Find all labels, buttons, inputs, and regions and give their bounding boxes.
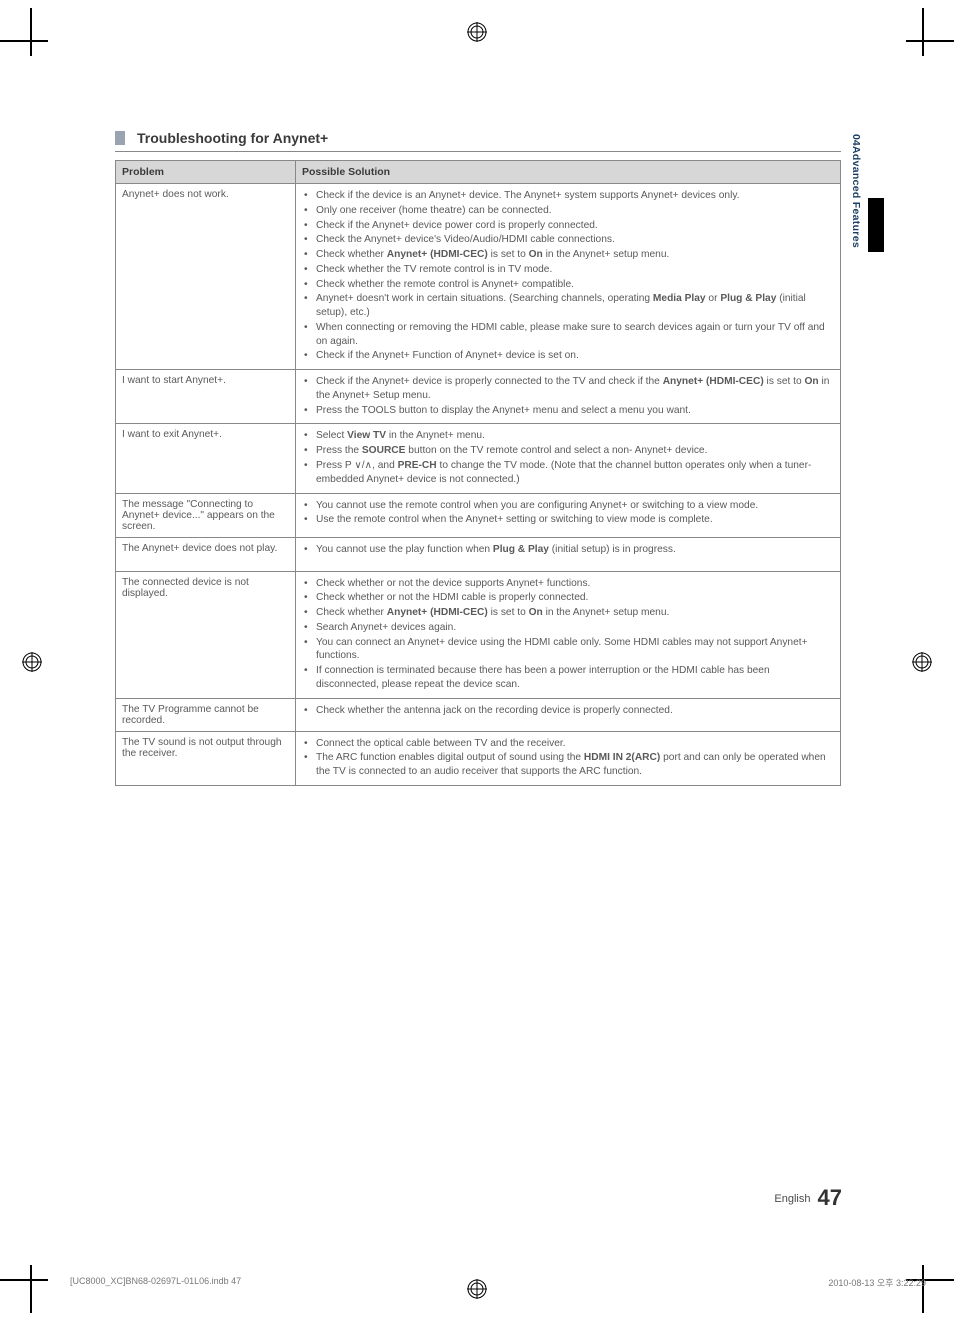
problem-cell: The connected device is not displayed. xyxy=(116,571,296,698)
section-heading: Troubleshooting for Anynet+ xyxy=(115,130,841,152)
table-header-problem: Problem xyxy=(116,161,296,184)
solution-item: If connection is terminated because ther… xyxy=(302,664,834,692)
solution-item: You cannot use the play function when Pl… xyxy=(302,543,834,557)
solution-cell: Check if the device is an Anynet+ device… xyxy=(296,184,841,370)
solution-item: Check the Anynet+ device's Video/Audio/H… xyxy=(302,233,834,247)
crop-mark xyxy=(30,8,32,56)
table-header-solution: Possible Solution xyxy=(296,161,841,184)
crop-mark xyxy=(0,40,48,42)
page-content: Troubleshooting for Anynet+ Problem Poss… xyxy=(115,130,841,786)
chapter-label: Advanced Features xyxy=(848,146,864,248)
solution-item: Search Anynet+ devices again. xyxy=(302,621,834,635)
solution-item: Check if the Anynet+ Function of Anynet+… xyxy=(302,349,834,363)
table-row: I want to start Anynet+.Check if the Any… xyxy=(116,370,841,424)
section-title-text: Troubleshooting for Anynet+ xyxy=(137,130,328,146)
solution-item: Press the SOURCE button on the TV remote… xyxy=(302,444,834,458)
crop-mark xyxy=(906,40,954,42)
table-row: The Anynet+ device does not play. You can… xyxy=(116,537,841,571)
crop-mark xyxy=(30,1265,32,1313)
table-row: Anynet+ does not work. Check if the devic… xyxy=(116,184,841,370)
crop-mark xyxy=(922,8,924,56)
solution-cell: You cannot use the play function when Pl… xyxy=(296,537,841,571)
solution-item: Anynet+ doesn't work in certain situatio… xyxy=(302,292,834,320)
table-row: The TV sound is not output through the r… xyxy=(116,731,841,785)
chapter-side-tab: 04 Advanced Features xyxy=(848,132,884,252)
solution-item: Check if the device is an Anynet+ device… xyxy=(302,189,834,203)
problem-cell: The TV sound is not output through the r… xyxy=(116,731,296,785)
table-row: The TV Programme cannot be recorded. Chec… xyxy=(116,698,841,731)
solution-item: Check whether the remote control is Anyn… xyxy=(302,278,834,292)
solution-item: Connect the optical cable between TV and… xyxy=(302,737,834,751)
solution-item: You can connect an Anynet+ device using … xyxy=(302,636,834,664)
problem-cell: The message "Connecting to Anynet+ devic… xyxy=(116,493,296,537)
solution-item: Use the remote control when the Anynet+ … xyxy=(302,513,834,527)
solution-cell: Check whether the antenna jack on the re… xyxy=(296,698,841,731)
solution-item: Press P ∨/∧, and PRE-CH to change the TV… xyxy=(302,459,834,487)
solution-item: You cannot use the remote control when y… xyxy=(302,499,834,513)
problem-cell: The TV Programme cannot be recorded. xyxy=(116,698,296,731)
page-number-value: 47 xyxy=(818,1185,842,1210)
registration-mark-icon xyxy=(22,652,42,672)
problem-cell: I want to exit Anynet+. xyxy=(116,424,296,493)
solution-item: Check whether the antenna jack on the re… xyxy=(302,704,834,718)
solution-cell: You cannot use the remote control when y… xyxy=(296,493,841,537)
table-row: The message "Connecting to Anynet+ devic… xyxy=(116,493,841,537)
solution-item: Check whether Anynet+ (HDMI-CEC) is set … xyxy=(302,606,834,620)
problem-cell: Anynet+ does not work. xyxy=(116,184,296,370)
table-row: The connected device is not displayed. Ch… xyxy=(116,571,841,698)
solution-item: Check whether or not the HDMI cable is p… xyxy=(302,591,834,605)
solution-item: Press the TOOLS button to display the An… xyxy=(302,404,834,418)
footer-timestamp: 2010-08-13 오후 3:22:29 xyxy=(828,1276,926,1289)
solution-cell: Check if the Anynet+ device is properly … xyxy=(296,370,841,424)
registration-mark-icon xyxy=(912,652,932,672)
solution-cell: Check whether or not the device supports… xyxy=(296,571,841,698)
chapter-number: 04 xyxy=(848,134,864,146)
registration-mark-icon xyxy=(467,22,487,42)
crop-mark xyxy=(922,1265,924,1313)
solution-item: Check whether Anynet+ (HDMI-CEC) is set … xyxy=(302,248,834,262)
solution-item: Check if the Anynet+ device is properly … xyxy=(302,375,834,403)
troubleshooting-table: Problem Possible Solution Anynet+ does n… xyxy=(115,160,841,786)
page-language: English xyxy=(774,1193,810,1205)
solution-item: Select View TV in the Anynet+ menu. xyxy=(302,429,834,443)
page-number: English 47 xyxy=(774,1185,842,1211)
problem-cell: The Anynet+ device does not play. xyxy=(116,537,296,571)
solution-item: Only one receiver (home theatre) can be … xyxy=(302,204,834,218)
problem-cell: I want to start Anynet+. xyxy=(116,370,296,424)
solution-item: When connecting or removing the HDMI cab… xyxy=(302,321,834,349)
solution-item: The ARC function enables digital output … xyxy=(302,751,834,779)
solution-item: Check whether or not the device supports… xyxy=(302,577,834,591)
print-footer: [UC8000_XC]BN68-02697L-01L06.indb 47 201… xyxy=(70,1276,926,1289)
heading-marker-icon xyxy=(115,131,125,145)
footer-filename: [UC8000_XC]BN68-02697L-01L06.indb 47 xyxy=(70,1276,241,1289)
table-row: I want to exit Anynet+.Select View TV in… xyxy=(116,424,841,493)
solution-cell: Connect the optical cable between TV and… xyxy=(296,731,841,785)
solution-item: Check whether the TV remote control is i… xyxy=(302,263,834,277)
thumb-index-tab xyxy=(868,198,884,252)
solution-item: Check if the Anynet+ device power cord i… xyxy=(302,219,834,233)
solution-cell: Select View TV in the Anynet+ menu.Press… xyxy=(296,424,841,493)
crop-mark xyxy=(0,1279,48,1281)
